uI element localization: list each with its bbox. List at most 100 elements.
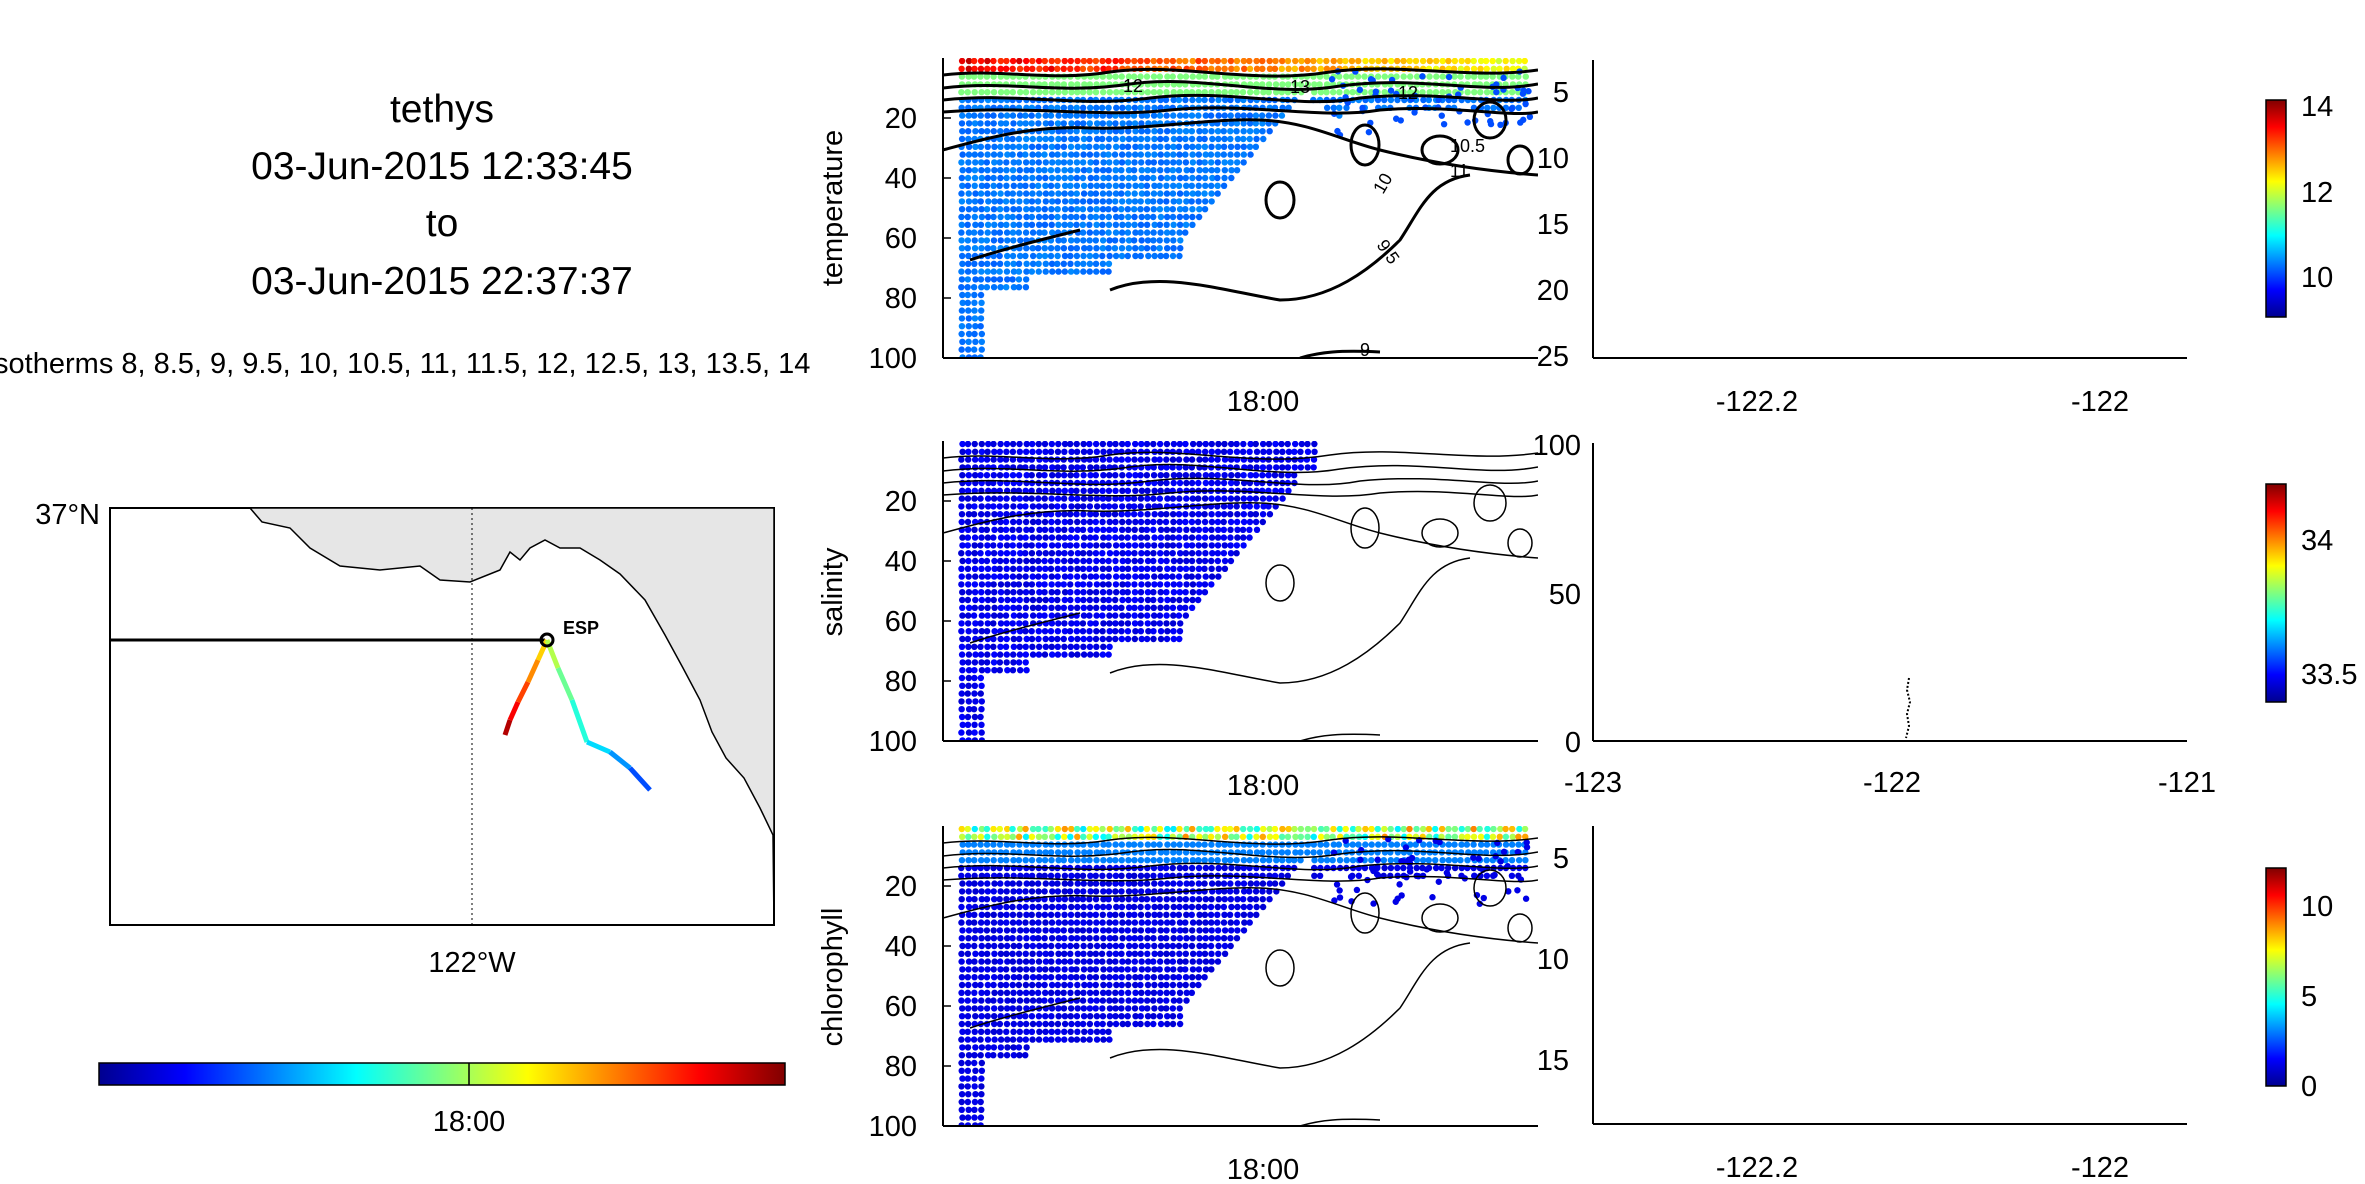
data-point xyxy=(1125,182,1132,189)
data-point xyxy=(1092,872,1099,879)
data-point xyxy=(997,888,1004,895)
data-point xyxy=(1125,128,1132,135)
data-point xyxy=(1170,237,1177,244)
data-point xyxy=(1163,441,1171,448)
data-point xyxy=(1260,89,1267,96)
data-point xyxy=(1316,81,1323,88)
data-point xyxy=(1151,942,1158,950)
data-point xyxy=(1208,495,1215,502)
data-point xyxy=(1221,833,1229,840)
data-point xyxy=(1073,604,1081,611)
data-point xyxy=(1003,635,1010,643)
contour-label-10-5: 10.5 xyxy=(1450,136,1485,156)
data-point xyxy=(1124,581,1132,588)
data-point xyxy=(1105,487,1113,494)
contour-line xyxy=(1109,173,1471,302)
data-point xyxy=(997,143,1004,150)
data-point xyxy=(997,284,1004,291)
data-point xyxy=(1093,464,1100,471)
data-point xyxy=(1234,534,1241,541)
data-point xyxy=(996,667,1003,674)
data-point xyxy=(1169,942,1177,950)
data-point xyxy=(1009,950,1016,957)
data-point xyxy=(972,276,979,283)
data-point xyxy=(1061,628,1069,635)
data-point xyxy=(1092,534,1099,541)
data-point xyxy=(1118,151,1126,158)
data-point xyxy=(1240,441,1247,448)
data-point xyxy=(984,448,991,455)
data-point xyxy=(1100,596,1107,604)
data-point xyxy=(1233,495,1241,502)
data-point xyxy=(1028,167,1035,174)
data-point xyxy=(1176,880,1184,887)
data-point xyxy=(1137,628,1145,635)
data-point xyxy=(1196,128,1203,135)
data-point xyxy=(1259,903,1267,911)
data-point xyxy=(1112,135,1119,143)
data-point xyxy=(1100,526,1107,533)
data-point xyxy=(1156,565,1163,572)
data-point xyxy=(1150,174,1157,182)
ytick-60: 60 xyxy=(885,991,917,1023)
data-point xyxy=(1093,651,1100,658)
data-point xyxy=(1195,919,1203,926)
data-point xyxy=(1112,1013,1119,1020)
data-point xyxy=(964,620,972,627)
data-point xyxy=(1034,880,1042,887)
data-point xyxy=(1176,919,1184,926)
data-point xyxy=(1370,867,1377,875)
data-point xyxy=(1048,596,1055,604)
data-point xyxy=(965,612,972,619)
data-point xyxy=(1112,942,1119,950)
data-point xyxy=(1074,1028,1081,1036)
data-point xyxy=(1016,888,1023,895)
data-point xyxy=(958,229,965,236)
data-point xyxy=(1420,96,1427,104)
data-point xyxy=(1060,143,1068,150)
data-point xyxy=(1054,966,1061,973)
data-point xyxy=(1265,849,1273,856)
data-point xyxy=(1022,589,1030,596)
data-point xyxy=(1163,958,1171,965)
data-point xyxy=(1080,58,1088,65)
data-point xyxy=(1215,112,1222,119)
data-point xyxy=(1067,880,1074,887)
data-point xyxy=(958,651,966,658)
data-point xyxy=(1048,942,1055,950)
data-point xyxy=(1105,596,1113,604)
data-point xyxy=(978,896,986,903)
data-point xyxy=(1124,826,1132,833)
data-point xyxy=(1132,974,1139,981)
data-point xyxy=(1068,503,1075,510)
data-point xyxy=(1022,950,1029,957)
data-point xyxy=(1201,581,1209,588)
data-point xyxy=(1106,1013,1114,1020)
data-point xyxy=(1336,857,1344,864)
data-point xyxy=(1362,841,1369,848)
data-point xyxy=(964,518,972,526)
data-point xyxy=(991,667,998,674)
data-point xyxy=(1093,942,1101,950)
data-point xyxy=(1009,276,1016,283)
data-point xyxy=(1118,841,1126,848)
data-point xyxy=(1445,841,1452,848)
data-point xyxy=(990,612,998,619)
data-point xyxy=(1048,221,1055,228)
data-point xyxy=(1157,1020,1165,1028)
data-point xyxy=(1036,190,1043,197)
data-point xyxy=(1009,997,1017,1004)
data-point xyxy=(1316,872,1324,879)
data-point xyxy=(990,635,997,643)
data-point xyxy=(965,338,972,345)
data-point xyxy=(1016,190,1023,197)
data-point xyxy=(1054,565,1061,572)
data-point xyxy=(1086,260,1094,267)
data-point xyxy=(1201,903,1208,911)
data-point xyxy=(964,997,971,1004)
data-point xyxy=(1086,1020,1094,1028)
data-point xyxy=(965,151,973,158)
data-point xyxy=(1497,121,1504,129)
data-point xyxy=(1111,511,1119,518)
data-point xyxy=(1061,58,1068,65)
